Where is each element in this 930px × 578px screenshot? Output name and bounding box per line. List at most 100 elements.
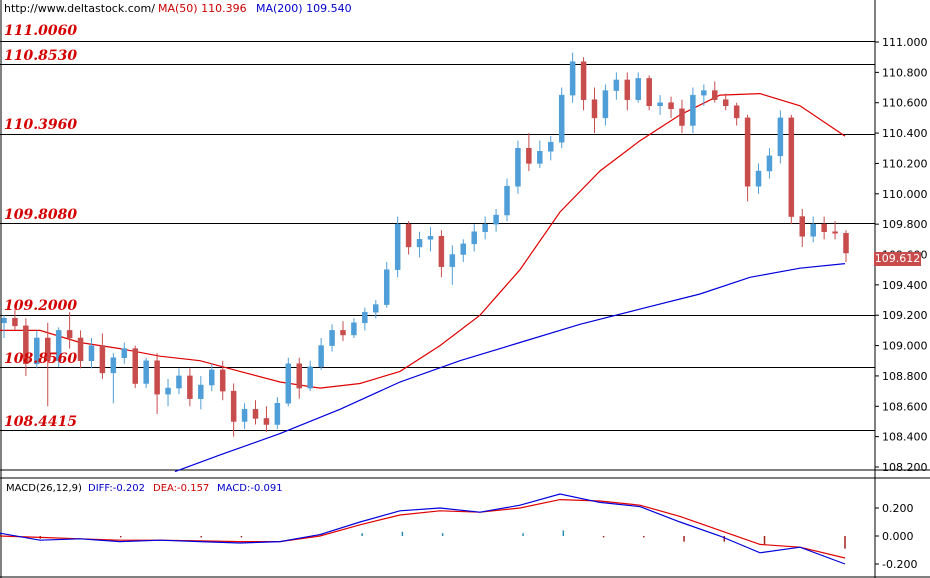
candle-up [307,366,313,389]
candle-down [722,99,729,107]
candle-up [755,170,762,187]
candle-down [132,348,138,384]
candle-up [558,94,565,143]
candle-up [427,236,434,240]
candle-down [405,223,412,248]
candle-up [657,102,663,107]
source-url: http://www.deltastock.com/ [4,2,155,15]
level-label-3: 110.3960 [4,117,78,133]
ma200-label: MA(200) [256,2,303,15]
ma50-value: 110.396 [201,2,247,15]
candle-up [460,243,467,255]
candle-down [44,337,51,362]
candle-down [12,318,18,327]
macd-tick-label: -0.200 [882,558,917,571]
price-tick-label: 111.000 [882,36,928,49]
price-tick-label: 110.600 [882,97,928,110]
price-tick-label: 108.800 [882,370,928,383]
candle-up [690,94,696,126]
candle-up [241,409,248,422]
candle-down [77,337,84,362]
candle-up [121,348,128,358]
candle-down [799,216,806,237]
level-label-4: 109.8080 [4,207,78,223]
candle-up [165,387,171,395]
candle-up [482,223,488,232]
candle-down [788,117,795,217]
candle-up [198,384,204,399]
candle-down [340,330,346,336]
level-label-2: 110.8530 [4,48,78,64]
ma50-legend: MA(50) 110.396 [158,2,247,15]
candle-up [285,363,292,404]
candle-up [1,318,7,324]
candle-up [143,360,149,384]
price-tick-label: 109.200 [882,309,928,322]
candle-down [219,369,226,392]
ma200-line [174,263,846,473]
candle-down [712,90,718,100]
candle-down [526,148,532,164]
macd-diff-line [0,493,846,565]
candle-up [449,254,456,267]
price-tick-label: 110.800 [882,66,928,79]
candle-up [274,403,281,425]
candle-down [99,345,106,374]
candle-down [624,79,631,100]
candle-up [110,357,117,374]
price-tick-label: 109.800 [882,218,928,231]
price-tick-label: 110.400 [882,127,928,140]
candle-down [744,117,751,187]
candle-down [821,223,827,232]
candle-up [537,151,543,164]
candle-down [154,360,160,395]
candle-up [34,337,40,365]
candle-up [318,345,324,368]
candle-down [679,108,685,126]
candle-up [209,369,215,386]
candle-up [362,311,368,324]
candle-down [832,231,838,234]
candle-up [635,78,641,100]
candle-down [230,390,237,422]
ma50-line [0,92,846,389]
price-tick-label: 110.000 [882,188,928,201]
candle-up [383,269,390,305]
macd-diff-value: DIFF:-0.202 [88,483,145,494]
macd-hist-value: MACD:-0.091 [217,483,283,494]
candle-up [777,117,784,157]
ma200-value: 109.540 [306,2,352,15]
candle-down [296,363,302,389]
price-tick-label: 108.600 [882,400,928,413]
macd-title: MACD(26,12,9) [6,483,82,494]
candle-up [176,375,182,389]
level-label-1: 111.0060 [4,23,78,39]
candle-up [548,141,554,152]
candle-down [591,99,598,119]
macd-tick-label: 0.000 [882,530,914,543]
price-tick-label: 109.000 [882,340,928,353]
candle-up [351,322,357,336]
candle-down [438,236,445,267]
candle-down [733,105,740,119]
candle-up [493,214,499,225]
ma200-legend: MA(200) 109.540 [256,2,352,15]
candle-up [329,330,335,346]
candle-up [569,61,576,96]
macd-dea-line [0,498,846,559]
candle-up [602,90,609,119]
macd-tick-label: 0.200 [882,502,914,515]
price-tick-label: 109.400 [882,279,928,292]
price-tick-label: 108.200 [882,461,928,474]
candle-up [88,345,95,362]
candle-down [66,330,73,339]
candle-up [810,223,816,237]
candle-down [23,325,29,365]
candle-down [580,61,587,100]
level-label-6: 108.8560 [4,351,78,367]
price-tick-label: 108.400 [882,431,928,444]
candle-down [263,418,270,425]
current-price-tag: 109.612 [874,252,921,266]
candle-up [55,330,62,361]
